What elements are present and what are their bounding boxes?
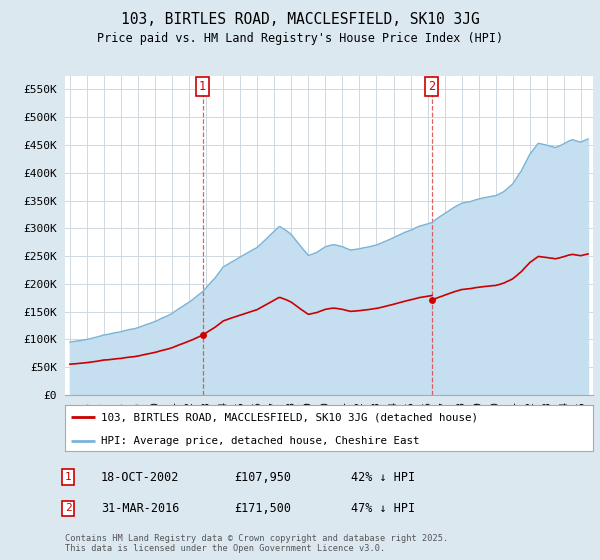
- Text: 103, BIRTLES ROAD, MACCLESFIELD, SK10 3JG: 103, BIRTLES ROAD, MACCLESFIELD, SK10 3J…: [121, 12, 479, 27]
- Text: £107,950: £107,950: [234, 470, 291, 484]
- Text: £171,500: £171,500: [234, 502, 291, 515]
- Text: 2: 2: [65, 503, 71, 514]
- Text: 1: 1: [199, 81, 206, 94]
- Text: 18-OCT-2002: 18-OCT-2002: [101, 470, 179, 484]
- Text: 2: 2: [428, 81, 436, 94]
- Text: Price paid vs. HM Land Registry's House Price Index (HPI): Price paid vs. HM Land Registry's House …: [97, 32, 503, 45]
- Text: Contains HM Land Registry data © Crown copyright and database right 2025.
This d: Contains HM Land Registry data © Crown c…: [65, 534, 448, 553]
- Text: 103, BIRTLES ROAD, MACCLESFIELD, SK10 3JG (detached house): 103, BIRTLES ROAD, MACCLESFIELD, SK10 3J…: [101, 412, 478, 422]
- Text: 31-MAR-2016: 31-MAR-2016: [101, 502, 179, 515]
- Text: HPI: Average price, detached house, Cheshire East: HPI: Average price, detached house, Ches…: [101, 436, 419, 446]
- Text: 42% ↓ HPI: 42% ↓ HPI: [351, 470, 415, 484]
- Text: 47% ↓ HPI: 47% ↓ HPI: [351, 502, 415, 515]
- Text: 1: 1: [65, 472, 71, 482]
